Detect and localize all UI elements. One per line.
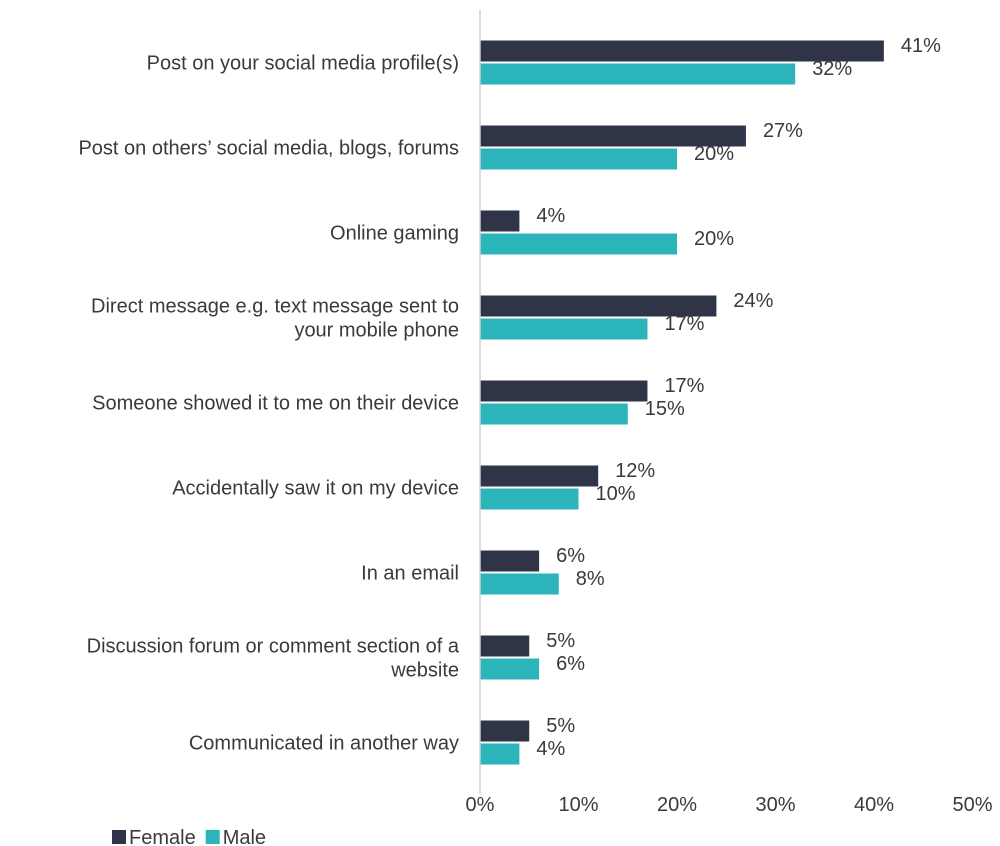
bar-male-8 bbox=[480, 743, 520, 765]
bar-female-1 bbox=[480, 125, 746, 147]
value-label-female: 41% bbox=[901, 35, 941, 57]
value-label-female: 5% bbox=[546, 715, 575, 737]
category-label: Discussion forum or comment section of a bbox=[87, 636, 460, 658]
legend: Female Male bbox=[112, 827, 266, 846]
legend-swatch-female bbox=[112, 830, 126, 844]
x-axis-tick-labels: 0% 10% 20% 30% 40% 50% bbox=[466, 794, 993, 816]
value-label-male: 17% bbox=[664, 313, 704, 335]
bar-female-3 bbox=[480, 295, 717, 317]
category-label: Someone showed it to me on their device bbox=[92, 393, 459, 415]
bar-male-6 bbox=[480, 573, 559, 595]
category-label: Direct message e.g. text message sent to bbox=[91, 296, 459, 318]
bar-female-2 bbox=[480, 210, 520, 232]
value-label-male: 32% bbox=[812, 58, 852, 80]
legend-label-female: Female bbox=[129, 827, 196, 846]
category-label: your mobile phone bbox=[294, 320, 459, 342]
value-label-female: 6% bbox=[556, 545, 585, 567]
x-tick-label: 0% bbox=[466, 794, 495, 816]
bar-male-0 bbox=[480, 63, 796, 85]
x-tick-label: 10% bbox=[558, 794, 598, 816]
value-label-female: 27% bbox=[763, 120, 803, 142]
bar-female-4 bbox=[480, 380, 648, 402]
value-label-female: 17% bbox=[664, 375, 704, 397]
bar-female-5 bbox=[480, 465, 599, 487]
bars-group bbox=[480, 40, 884, 765]
value-label-male: 20% bbox=[694, 228, 734, 250]
bar-male-2 bbox=[480, 233, 677, 255]
value-labels: 41%32%27%20%4%20%24%17%17%15%12%10%6%8%5… bbox=[536, 35, 941, 760]
x-tick-label: 30% bbox=[755, 794, 795, 816]
value-label-female: 5% bbox=[546, 630, 575, 652]
value-label-male: 6% bbox=[556, 653, 585, 675]
category-label: Communicated in another way bbox=[189, 733, 459, 755]
bar-male-5 bbox=[480, 488, 579, 510]
legend-label-male: Male bbox=[223, 827, 266, 846]
legend-swatch-male bbox=[205, 830, 220, 844]
bar-female-6 bbox=[480, 550, 540, 572]
bar-male-7 bbox=[480, 658, 540, 680]
bar-female-8 bbox=[480, 720, 530, 742]
x-tick-label: 20% bbox=[657, 794, 697, 816]
x-tick-label: 40% bbox=[854, 794, 894, 816]
bar-male-3 bbox=[480, 318, 648, 340]
value-label-male: 10% bbox=[596, 483, 636, 505]
category-label: Post on your social media profile(s) bbox=[147, 53, 459, 75]
category-label: In an email bbox=[361, 563, 459, 585]
bar-male-4 bbox=[480, 403, 628, 425]
bar-female-7 bbox=[480, 635, 530, 657]
value-label-female: 24% bbox=[733, 290, 773, 312]
category-label: Online gaming bbox=[330, 223, 459, 245]
value-label-male: 20% bbox=[694, 143, 734, 165]
category-label: Accidentally saw it on my device bbox=[172, 478, 459, 500]
value-label-female: 4% bbox=[536, 205, 565, 227]
category-label: website bbox=[390, 660, 459, 682]
category-labels: Post on your social media profile(s) Post… bbox=[78, 53, 459, 755]
bar-male-1 bbox=[480, 148, 677, 170]
value-label-male: 15% bbox=[645, 398, 685, 420]
value-label-male: 4% bbox=[536, 738, 565, 760]
value-label-female: 12% bbox=[615, 460, 655, 482]
x-tick-label: 50% bbox=[952, 794, 992, 816]
category-label: Post on others’ social media, blogs, for… bbox=[78, 138, 459, 160]
value-label-male: 8% bbox=[576, 568, 605, 590]
bar-female-0 bbox=[480, 40, 884, 62]
